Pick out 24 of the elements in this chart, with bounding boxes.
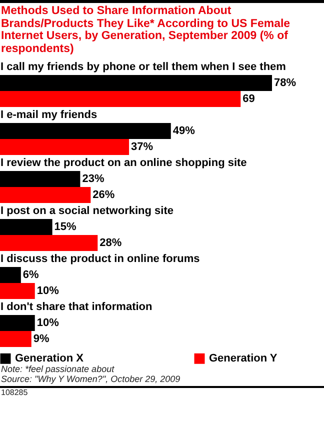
legend-label: Generation Y [209, 352, 278, 365]
annotation: Note: *feel passionate about [1, 364, 116, 374]
data-label: 10% [36, 317, 60, 329]
data-label: 15% [54, 221, 77, 233]
y-tick-label: I discuss the product in online forums [0, 253, 200, 265]
legend-label: Generation X [15, 352, 84, 365]
y-tick-label: I review the product on an online shopping site [0, 157, 247, 169]
data-label: 28% [100, 237, 122, 249]
y-tick-label: I post on a social networking site [0, 205, 174, 217]
y-tick-label: I e-mail my friends [0, 109, 98, 121]
data-label: 49% [172, 125, 196, 137]
data-label: 78% [274, 77, 296, 89]
data-label: 69 [242, 93, 255, 105]
data-label: 10% [36, 285, 60, 297]
y-tick-label: I call my friends by phone or tell them when I see them [0, 61, 286, 73]
data-label: 37% [131, 141, 154, 153]
chart-title: Methods Used to Share Information About Brands/Products They Like* According to US Female Internet Users, by Generation, September 2009 (% of respondents) [0, 0, 324, 55]
text: 108285 [1, 388, 324, 397]
data-label: 9% [33, 333, 50, 345]
source-note: Source: "Why Y Women?", October 29, 2009 [1, 374, 182, 384]
data-label: 6% [22, 269, 40, 281]
data-label: 26% [92, 189, 115, 201]
data-label: 23% [82, 173, 104, 185]
y-tick-label: I don't share that information [0, 301, 153, 313]
